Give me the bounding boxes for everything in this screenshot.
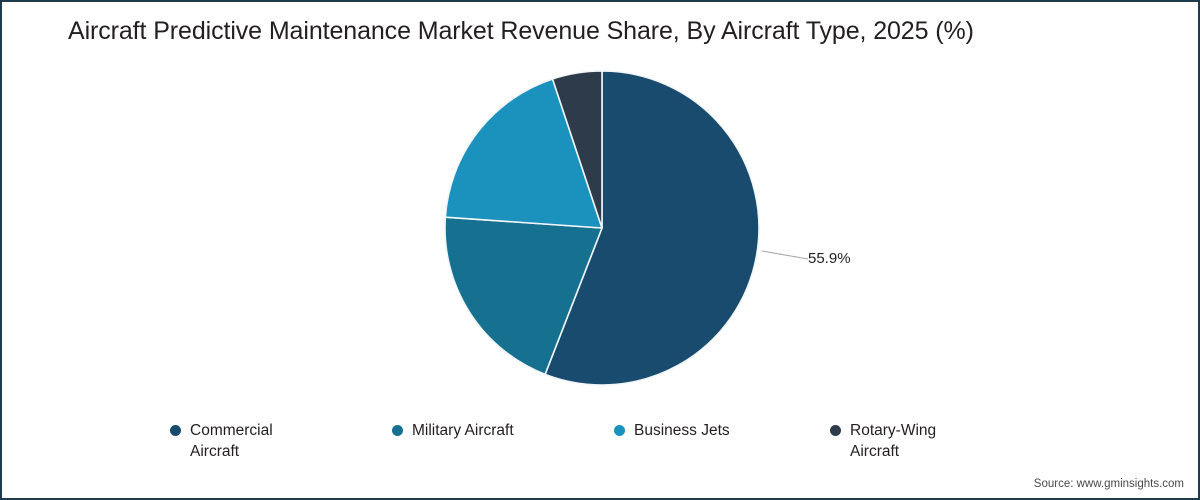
legend-label-military-aircraft: Military Aircraft (412, 422, 514, 439)
pie-slice-business-jets[interactable] (444, 78, 603, 229)
legend-item-military-aircraft[interactable]: Military Aircraft (392, 420, 514, 441)
chart-title: Aircraft Predictive Maintenance Market R… (68, 17, 974, 45)
pie-chart (444, 70, 760, 386)
pie-slice-rotary-wing-aircraft[interactable] (551, 70, 603, 229)
legend-item-business-jets[interactable]: Business Jets (614, 420, 730, 441)
legend-label-rotary-wing-aircraft: Rotary-Wing Aircraft (850, 422, 937, 460)
legend-marker-icon (830, 425, 841, 436)
pie-slice-commercial-aircraft[interactable] (544, 70, 760, 386)
legend-marker-icon (614, 425, 625, 436)
data-label-commercial-aircraft: 55.9% (808, 250, 851, 267)
pie-slice-group (444, 70, 760, 386)
chart-legend: Commercial Aircraft Military Aircraft Bu… (170, 420, 1050, 480)
legend-item-rotary-wing-aircraft[interactable]: Rotary-Wing Aircraft (830, 420, 980, 462)
source-attribution: Source: www.gminsights.com (1033, 478, 1184, 490)
legend-label-commercial-aircraft: Commercial Aircraft (190, 422, 273, 460)
legend-label-business-jets: Business Jets (634, 422, 730, 439)
data-label-leader-line (761, 250, 809, 260)
legend-marker-icon (170, 425, 181, 436)
pie-chart-svg (444, 70, 760, 386)
pie-slice-military-aircraft[interactable] (444, 216, 603, 376)
legend-marker-icon (392, 425, 403, 436)
legend-item-commercial-aircraft[interactable]: Commercial Aircraft (170, 420, 320, 462)
